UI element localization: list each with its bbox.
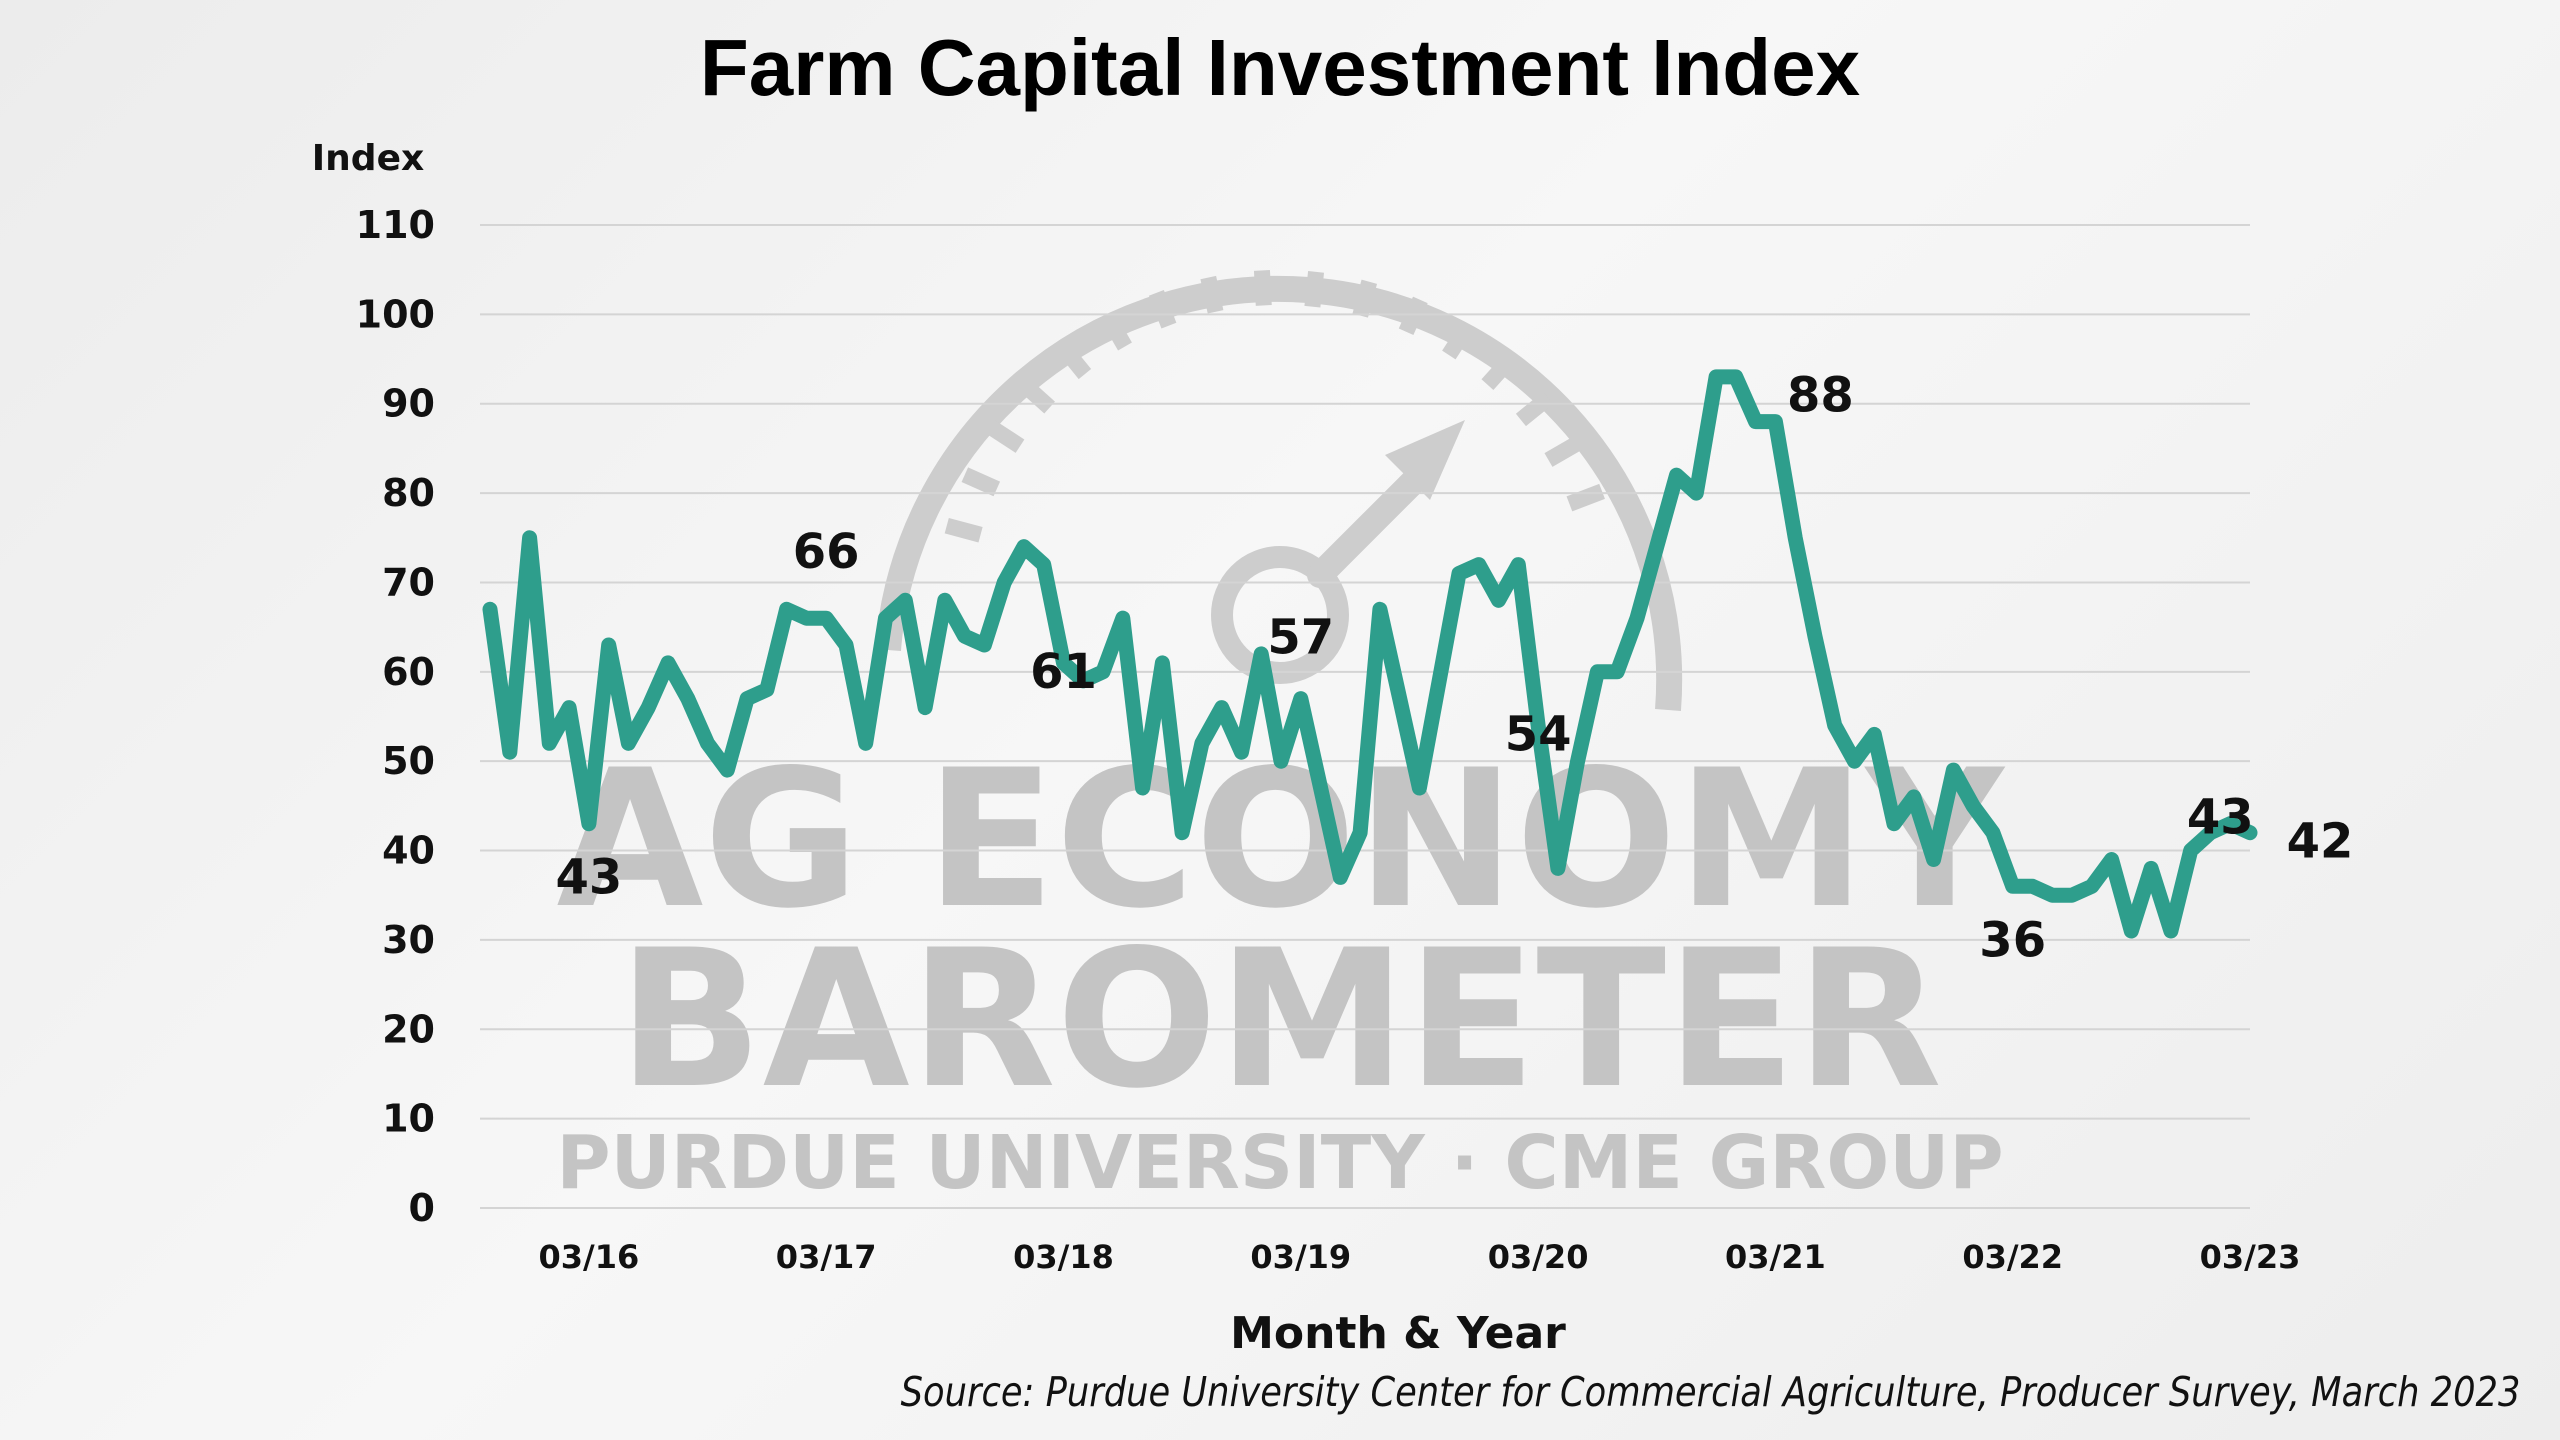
watermark-line-3: PURDUE UNIVERSITY · CME GROUP [556,1120,2003,1206]
gauge-tick [1100,312,1132,351]
gauge-tick [1352,279,1378,318]
x-axis-label: Month & Year [1230,1308,1566,1359]
data-label: 88 [1787,368,1854,424]
x-tick-label: 03/22 [1962,1238,2063,1276]
y-tick-label: 60 [382,650,435,694]
y-tick-label: 110 [356,203,435,247]
x-tick-label: 03/23 [2200,1238,2301,1276]
gauge-tick [1148,290,1177,329]
data-label: 66 [793,524,860,580]
y-tick-label: 10 [382,1097,435,1141]
chart-title: Farm Capital Investment Index [699,23,1861,112]
data-label: 57 [1267,610,1334,666]
gauge-tick [986,420,1025,453]
gauge-tick [1200,275,1224,314]
gauge-tick [1304,271,1325,308]
y-tick-label: 0 [409,1186,435,1230]
data-label: 61 [1030,644,1097,700]
x-tick-label: 03/20 [1488,1238,1589,1276]
x-tick-label: 03/21 [1725,1238,1826,1276]
gauge-tick [1253,270,1272,306]
x-tick-label: 03/17 [776,1238,877,1276]
series-line [482,369,2258,939]
y-tick-label: 70 [382,560,435,604]
gauge-ticks [944,270,1605,543]
data-label: 43 [2187,790,2254,846]
y-axis-label: Index [312,138,424,179]
x-tick-label: 03/16 [539,1238,640,1276]
gauge-tick [1056,341,1092,380]
data-label: 54 [1505,706,1572,762]
y-tick-label: 80 [382,471,435,515]
y-tick-label: 100 [356,292,435,336]
gauge-tick [1544,435,1583,467]
watermark-line-2: BAROMETER [618,909,1942,1130]
gauge-needle-icon [1211,420,1465,684]
gauge-tick [1442,321,1475,360]
y-tick-label: 90 [382,382,435,426]
y-tick-label: 40 [382,829,435,873]
x-tick-label: 03/18 [1013,1238,1114,1276]
source-note: Source: Purdue University Center for Com… [900,1368,2520,1416]
gauge-tick [1515,391,1554,427]
data-labels: 43 66 61 57 54 88 36 43 42 [555,368,2353,969]
y-tick-label: 20 [382,1007,435,1051]
y-tick-label: 50 [382,739,435,783]
gauge-tick [961,467,1001,497]
y-tick-label: 30 [382,918,435,962]
x-tick-label: 03/19 [1250,1238,1351,1276]
ag-economy-barometer-watermark: AG ECONOMY BAROMETER PURDUE UNIVERSITY ·… [556,270,2006,1206]
x-axis-ticks: 03/16 03/17 03/18 03/19 03/20 03/21 03/22 03/23 [539,1238,2301,1276]
gauge-tick [1398,296,1428,336]
gauge-tick [944,517,983,543]
data-label: 36 [1979,912,2046,968]
data-label: 42 [2287,814,2354,870]
y-axis-ticks: 0 10 20 30 40 50 60 70 80 90 100 110 [356,203,435,1230]
data-label: 43 [555,850,622,906]
gauge-tick [1481,353,1517,390]
